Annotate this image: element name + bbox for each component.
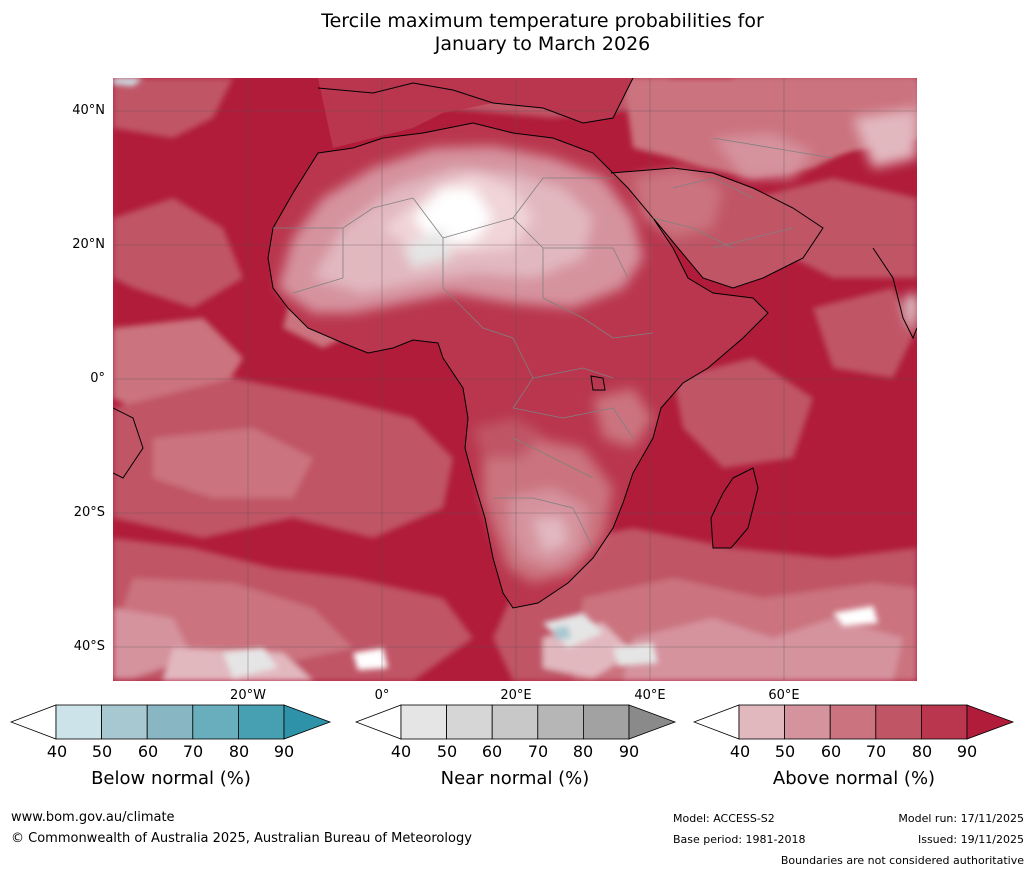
footer-issued: Issued: 19/11/2025 [917,833,1024,846]
below-segment-0 [55,704,102,740]
colorbar-above [693,704,1015,740]
near-segment-2 [491,704,539,740]
map-svg [112,77,918,681]
colorbar-near-title: Near normal (%) [440,768,590,789]
below-segment-2 [146,704,194,740]
below-under-triangle [10,704,57,740]
tick: 80 [572,742,594,761]
title-line-1: Tercile maximum temperature probabilitie… [321,10,764,32]
lon-label-60e: 60°E [768,688,800,703]
coastlines [112,77,918,609]
tick: 50 [774,742,796,761]
footer-copyright: © Commonwealth of Australia 2025, Austra… [11,831,472,846]
tick: 70 [527,742,549,761]
sahara-region [278,146,643,313]
footer-base-period: Base period: 1981-2018 [673,833,806,846]
chart-title: Tercile maximum temperature probabilitie… [0,10,1035,56]
tick: 60 [137,742,159,761]
tick: 60 [481,742,503,761]
footer-model-run: Model run: 17/11/2025 [898,812,1024,825]
tick: 90 [956,742,978,761]
lat-label-40n: 40°N [72,103,105,118]
tick: 40 [46,742,68,761]
country-borders [273,137,834,549]
tick: 70 [865,742,887,761]
lat-label-0: 0° [90,371,105,386]
lat-label-20n: 20°N [72,237,105,252]
below-segment-4 [237,704,285,740]
colorbar-near [355,704,677,740]
near-segment-3 [537,704,584,740]
tick: 40 [729,742,751,761]
tick: 60 [820,742,842,761]
tick: 40 [390,742,412,761]
tick: 80 [228,742,250,761]
near-segment-0 [400,704,447,740]
above-segment-3 [875,704,922,740]
southern-africa-region [473,388,653,583]
above-segment-1 [784,704,831,740]
graticule [113,78,917,681]
colorbar-above-segments [693,704,1015,740]
below-over-triangle [283,704,332,740]
colorbar-near-segments [355,704,677,740]
tick: 50 [91,742,113,761]
tick: 50 [436,742,458,761]
above-segment-4 [920,704,968,740]
above-segment-2 [829,704,877,740]
near-under-triangle [355,704,402,740]
lat-label-20s: 20°S [73,505,105,520]
colorbar-below-segments [10,704,332,740]
colorbar-below-title: Below normal (%) [91,768,251,789]
near-over-triangle [628,704,677,740]
lon-label-0: 0° [374,688,390,703]
tick: 90 [618,742,640,761]
above-segment-0 [738,704,785,740]
southern-ocean-specks [113,78,878,678]
below-segment-3 [192,704,239,740]
near-segment-1 [446,704,493,740]
colorbar-below [10,704,332,740]
colorbar-above-title: Above normal (%) [772,768,936,789]
footer-model: Model: ACCESS-S2 [673,812,775,825]
tick: 70 [182,742,204,761]
title-line-2: January to March 2026 [434,33,651,55]
arabia-region [633,108,917,328]
lat-label-40s: 40°S [73,639,105,654]
footer-disclaimer: Boundaries are not considered authoritat… [780,854,1024,867]
tick: 80 [911,742,933,761]
footer-website: www.bom.gov.au/climate [11,810,175,825]
near-segment-4 [582,704,630,740]
lon-label-40e: 40°E [634,688,666,703]
lon-label-20e: 20°E [500,688,532,703]
tick: 90 [273,742,295,761]
above-over-triangle [966,704,1015,740]
probability-map [112,77,918,681]
below-segment-1 [101,704,148,740]
above-under-triangle [693,704,740,740]
lon-label-20w: 20°W [230,688,266,703]
